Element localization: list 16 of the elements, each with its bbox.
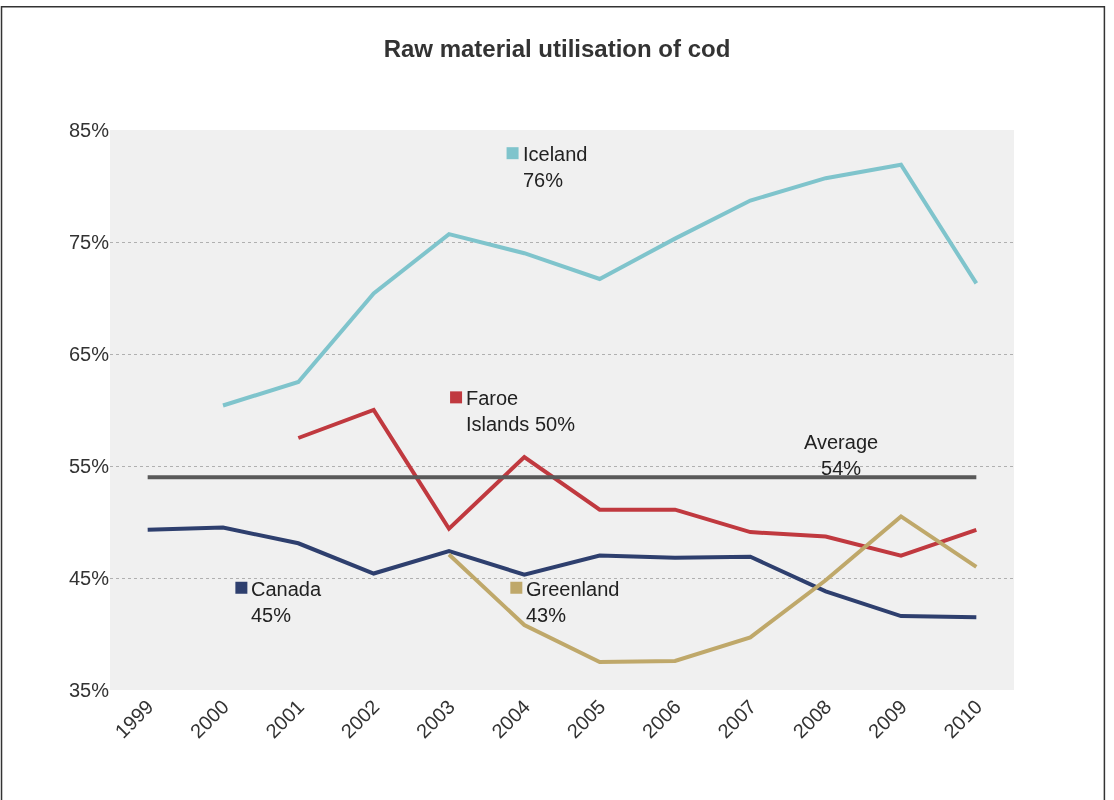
line-series xyxy=(221,162,979,408)
line-series xyxy=(145,525,979,620)
line-series xyxy=(447,514,979,664)
y-tick-label: 75% xyxy=(68,231,110,253)
y-tick-label: 85% xyxy=(68,119,110,141)
y-tick-label: 55% xyxy=(68,455,110,477)
chart-title: Raw material utilisation of cod xyxy=(383,34,731,62)
legend-label: Greenland 43% xyxy=(526,578,620,626)
ref-line-label: Average 54% xyxy=(804,431,879,479)
line-series xyxy=(296,408,979,558)
y-tick-label: 35% xyxy=(68,679,110,701)
legend-label: Faroe Islands 50% xyxy=(466,387,576,435)
legend-label: Canada 45% xyxy=(251,578,322,626)
legend-label: Iceland 76% xyxy=(523,143,588,191)
y-tick-label: 65% xyxy=(68,343,110,365)
y-tick-label: 45% xyxy=(68,567,110,589)
